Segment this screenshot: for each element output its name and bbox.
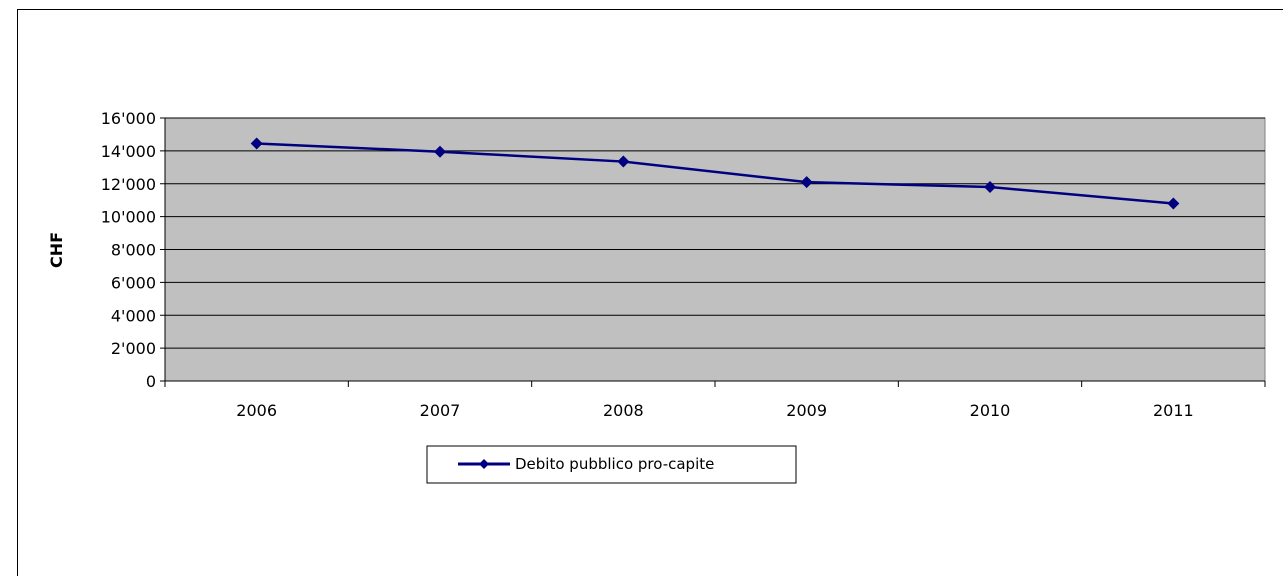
series-line — [256, 142, 1174, 205]
gridlines — [165, 117, 1265, 349]
x-tick-label: 2009 — [786, 401, 827, 420]
y-tick-label: 10'000 — [101, 208, 156, 227]
y-tick-label: 2'000 — [111, 339, 156, 358]
y-tick-label: 8'000 — [111, 241, 156, 260]
y-axis: 0 2'000 4'000 6'000 8'000 10'000 12'000 14'000 1… — [101, 109, 166, 391]
y-tick-label: 4'000 — [111, 306, 156, 325]
data-point — [434, 145, 446, 158]
data-point — [250, 137, 263, 150]
y-axis-title: CHF — [47, 232, 66, 268]
y-tick-label: 0 — [146, 372, 156, 391]
x-axis: 2006 2007 2008 2009 2010 2011 — [164, 380, 1266, 420]
legend-label: Debito pubblico pro-capite — [515, 455, 714, 473]
series-layer — [250, 137, 1180, 210]
data-point — [984, 181, 996, 194]
y-tick-label: 14'000 — [101, 142, 156, 161]
legend-marker — [479, 459, 489, 469]
y-tick-label: 16'000 — [101, 109, 156, 128]
x-tick-label: 2011 — [1153, 401, 1194, 420]
y-tick-label: 6'000 — [111, 273, 156, 292]
x-tick-label: 2010 — [970, 401, 1011, 420]
data-point — [800, 176, 813, 189]
data-point — [1167, 197, 1180, 210]
data-point — [617, 155, 630, 168]
x-tick-label: 2007 — [420, 401, 461, 420]
y-tick-label: 12'000 — [101, 175, 156, 194]
x-tick-label: 2006 — [236, 401, 277, 420]
legend: Debito pubblico pro-capite — [426, 445, 797, 484]
x-tick-label: 2008 — [603, 401, 644, 420]
